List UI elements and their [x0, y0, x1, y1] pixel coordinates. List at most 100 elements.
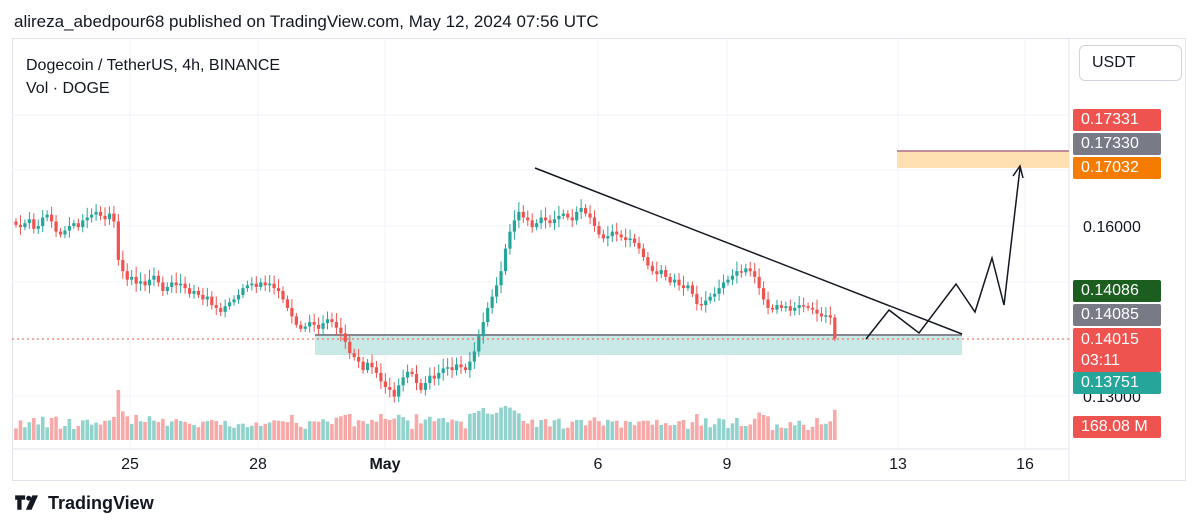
candle-body: [770, 307, 775, 310]
volume-bar: [485, 413, 490, 440]
candle-body: [263, 282, 267, 286]
candle-body: [548, 220, 552, 224]
volume-bar: [254, 422, 259, 440]
volume-bar: [370, 419, 374, 440]
volume-bar: [561, 428, 566, 440]
x-tick-label: May: [369, 456, 400, 473]
volume-bar: [641, 420, 646, 440]
candle-body: [18, 224, 23, 228]
candle-body: [499, 271, 503, 286]
volume-bar: [45, 427, 49, 440]
volume-bar: [67, 418, 72, 440]
volume-bar: [143, 422, 147, 440]
candle-body: [365, 362, 370, 371]
candle-body: [757, 276, 761, 289]
volume-title[interactable]: Vol · DOGE: [26, 80, 110, 97]
candle-body: [165, 287, 169, 291]
volume-bar: [89, 424, 94, 440]
volume-bar: [121, 411, 125, 440]
price-label: 0.13751: [1073, 372, 1161, 394]
volume-bar: [18, 420, 23, 440]
candle-body: [187, 288, 192, 294]
candle-body: [681, 285, 686, 289]
target-zone: [897, 150, 1069, 168]
price-label-value: 0.17032: [1081, 159, 1139, 176]
volume-bar: [463, 428, 468, 440]
candle-body: [779, 305, 783, 308]
candle-body: [374, 367, 379, 373]
candle-body: [624, 237, 628, 241]
candle-body: [717, 288, 721, 294]
candle-body: [815, 309, 819, 314]
volume-bar: [450, 419, 454, 440]
volume-bar: [23, 427, 27, 440]
candle-body: [437, 372, 441, 379]
volume-bar: [40, 416, 45, 440]
candle-body: [735, 271, 739, 276]
volume-bar: [232, 427, 236, 440]
volume-bar: [165, 425, 170, 440]
candle-body: [161, 282, 165, 291]
candle-body: [196, 290, 201, 295]
volume-bar: [779, 427, 784, 440]
candle-body: [254, 283, 258, 288]
candle-body: [27, 219, 31, 224]
volume-bar: [717, 418, 721, 440]
volume-bar: [236, 424, 241, 440]
candle-body: [690, 285, 694, 294]
candle-body: [766, 299, 770, 308]
candle-body: [762, 288, 766, 300]
volume-bar: [503, 405, 508, 440]
candle-body: [58, 231, 63, 235]
candle-body: [828, 315, 832, 318]
x-tick-label: 16: [1016, 456, 1034, 473]
volume-bar: [534, 426, 539, 440]
candle-body: [802, 305, 806, 307]
volume-bar: [419, 423, 423, 440]
descending-trendline: [534, 167, 963, 335]
tradingview-brand[interactable]: TradingView: [14, 493, 154, 514]
volume-bar: [303, 428, 308, 440]
volume-bar: [98, 424, 103, 440]
candle-body: [570, 217, 574, 221]
volume-bar: [775, 424, 779, 440]
candle-body: [788, 306, 792, 311]
volume-bar: [80, 420, 85, 440]
candle-body: [388, 387, 392, 390]
volume-bar: [245, 427, 250, 440]
x-tick-label: 9: [723, 456, 732, 473]
candle-body: [219, 307, 223, 312]
volume-bar: [227, 426, 232, 440]
volume-bar: [321, 419, 325, 440]
volume-bar: [436, 418, 441, 440]
tradingview-logo-icon: [15, 494, 38, 510]
volume-bar: [383, 418, 388, 440]
volume-bar: [374, 421, 379, 440]
candle-body: [477, 336, 481, 352]
volume-bar: [574, 419, 579, 440]
symbol-title[interactable]: Dogecoin / TetherUS, 4h, BINANCE: [26, 57, 281, 74]
volume-bar: [343, 414, 348, 440]
candle-body: [379, 372, 383, 382]
volume-bar: [784, 428, 788, 440]
volume-bar: [761, 414, 766, 440]
x-tick-label: 13: [889, 456, 907, 473]
candle-body: [236, 294, 241, 300]
volume-bar: [619, 427, 623, 440]
currency-button[interactable]: USDT: [1079, 45, 1182, 81]
publication-header: alireza_abedpour68 published on TradingV…: [14, 12, 599, 31]
candle-body: [713, 293, 717, 297]
candle-body: [637, 242, 641, 249]
volume-bar: [757, 412, 761, 440]
candles: [14, 199, 837, 403]
volume-bar: [445, 422, 450, 440]
x-tick-label: 25: [121, 456, 139, 473]
volume-bar: [788, 422, 793, 440]
candle-body: [646, 257, 650, 266]
candle-body: [14, 221, 18, 225]
volume-bar: [27, 422, 32, 440]
volume-bar: [441, 417, 445, 440]
y-tick-label: 0.16000: [1083, 219, 1141, 236]
